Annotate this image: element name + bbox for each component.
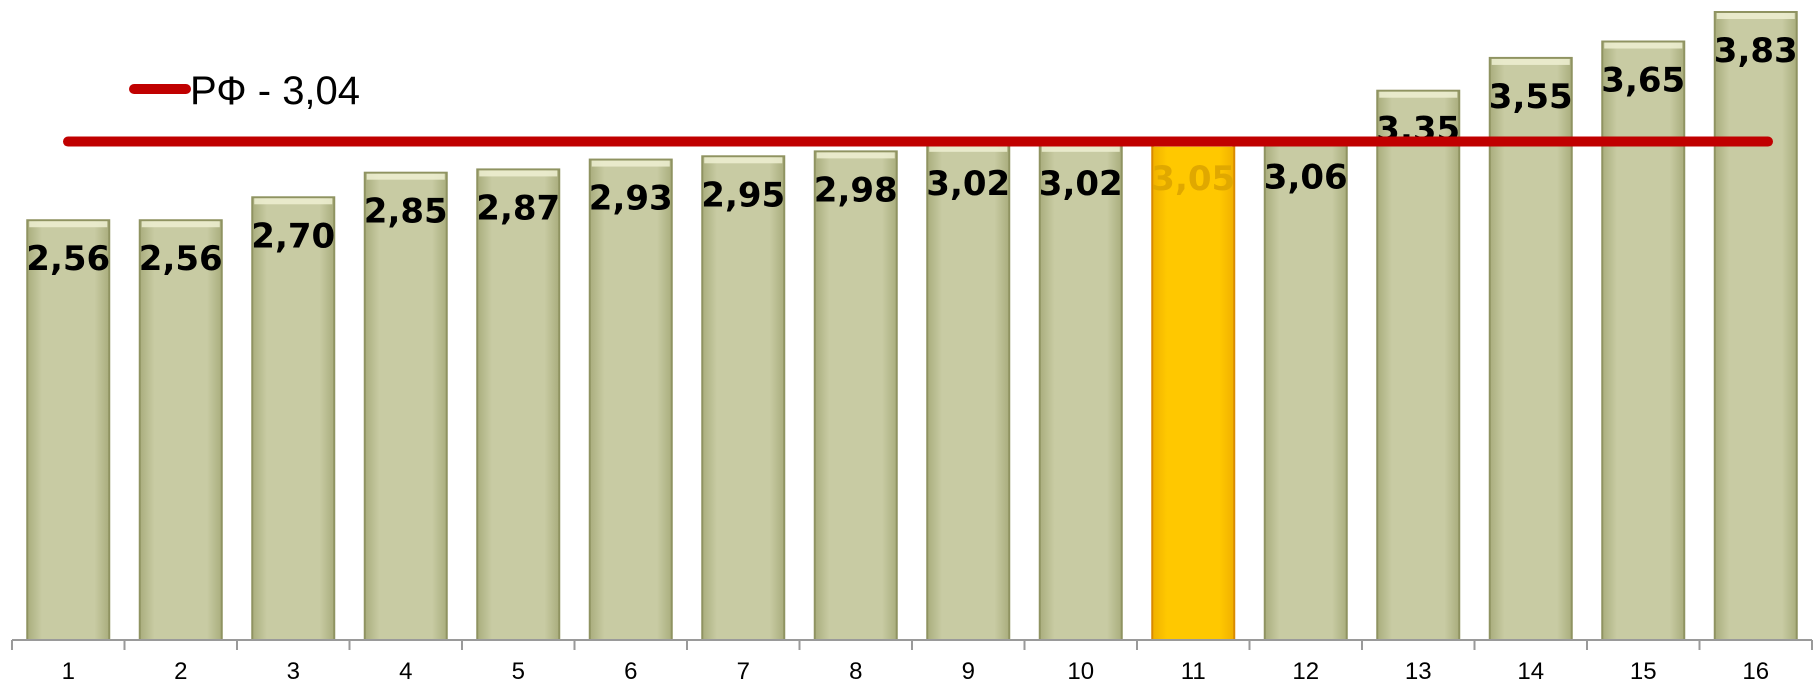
x-tick-label-6: 6 [624, 658, 637, 683]
value-label-15: 3,65 [1601, 61, 1685, 101]
value-label-2: 2,56 [139, 239, 223, 279]
bar-7 [701, 155, 786, 642]
value-label-9: 3,02 [926, 164, 1010, 204]
bar-2 [138, 219, 223, 641]
bar-13 [1376, 89, 1461, 642]
bar-top-bevel-6 [591, 160, 670, 167]
value-label-1: 2,56 [26, 239, 110, 279]
x-tick-label-5: 5 [512, 658, 525, 683]
bar-top-bevel-10 [1041, 145, 1120, 152]
x-tick-label-2: 2 [174, 658, 187, 683]
value-label-11: 3,05 [1151, 159, 1235, 199]
x-tick-label-15: 15 [1630, 658, 1657, 683]
legend: РФ - 3,04 [129, 69, 360, 113]
x-tick-label-16: 16 [1742, 658, 1769, 683]
bar-15 [1601, 40, 1686, 642]
bar-11 [1151, 138, 1236, 641]
value-label-3: 2,70 [251, 216, 335, 256]
x-tick-label-10: 10 [1067, 658, 1094, 683]
x-tick-label-7: 7 [737, 658, 750, 683]
bar-5 [476, 168, 561, 642]
value-label-14: 3,55 [1489, 77, 1573, 117]
bar-12 [1263, 137, 1348, 641]
x-tick-label-12: 12 [1292, 658, 1319, 683]
x-tick-label-1: 1 [62, 658, 75, 683]
value-labels: 2,56 2,56 2,70 2,85 2,87 2,93 2,95 2,98 3,02 3,02… [26, 31, 1797, 279]
bar-top-bevel-7 [704, 157, 783, 164]
value-label-12: 3,06 [1264, 157, 1348, 197]
bar-top-bevel-3 [254, 198, 333, 205]
value-label-8: 2,98 [814, 170, 898, 210]
bar-1 [26, 219, 111, 641]
bar-4 [363, 171, 448, 641]
bar-8 [813, 150, 898, 641]
bar-14 [1488, 56, 1573, 641]
x-axis: 1 2 3 4 5 6 7 8 9 10 11 12 13 14 15 16 [11, 639, 1813, 683]
legend-label: РФ - 3,04 [190, 69, 360, 113]
bar-top-bevel-4 [366, 173, 445, 180]
x-tick-label-13: 13 [1405, 658, 1432, 683]
bar-top-bevel-1 [29, 221, 108, 228]
x-tick-label-8: 8 [849, 658, 862, 683]
bar-top-bevel-16 [1716, 13, 1795, 19]
x-tick-label-11: 11 [1181, 658, 1206, 683]
bar-top-bevel-5 [479, 170, 558, 177]
x-tick-label-14: 14 [1517, 658, 1544, 683]
bar-top-bevel-14 [1491, 58, 1570, 65]
bar-9 [926, 143, 1011, 641]
bar-6 [588, 158, 673, 641]
value-label-5: 2,87 [476, 188, 560, 228]
x-tick-label-9: 9 [962, 658, 975, 683]
value-label-10: 3,02 [1039, 164, 1123, 204]
value-label-7: 2,95 [701, 175, 785, 215]
x-tick-label-3: 3 [287, 658, 300, 683]
bar-10 [1038, 143, 1123, 641]
value-label-6: 2,93 [589, 179, 673, 219]
x-tick-label-4: 4 [399, 658, 412, 683]
bar-3 [251, 196, 336, 641]
bar-top-bevel-15 [1604, 42, 1683, 49]
bar-top-bevel-8 [816, 152, 895, 159]
bar-top-bevel-9 [929, 145, 1008, 152]
bar-top-bevel-13 [1379, 91, 1458, 98]
bar-16 [1713, 11, 1798, 641]
bar-top-bevel-2 [141, 221, 220, 228]
value-label-16: 3,83 [1714, 31, 1798, 71]
value-label-4: 2,85 [364, 192, 448, 232]
